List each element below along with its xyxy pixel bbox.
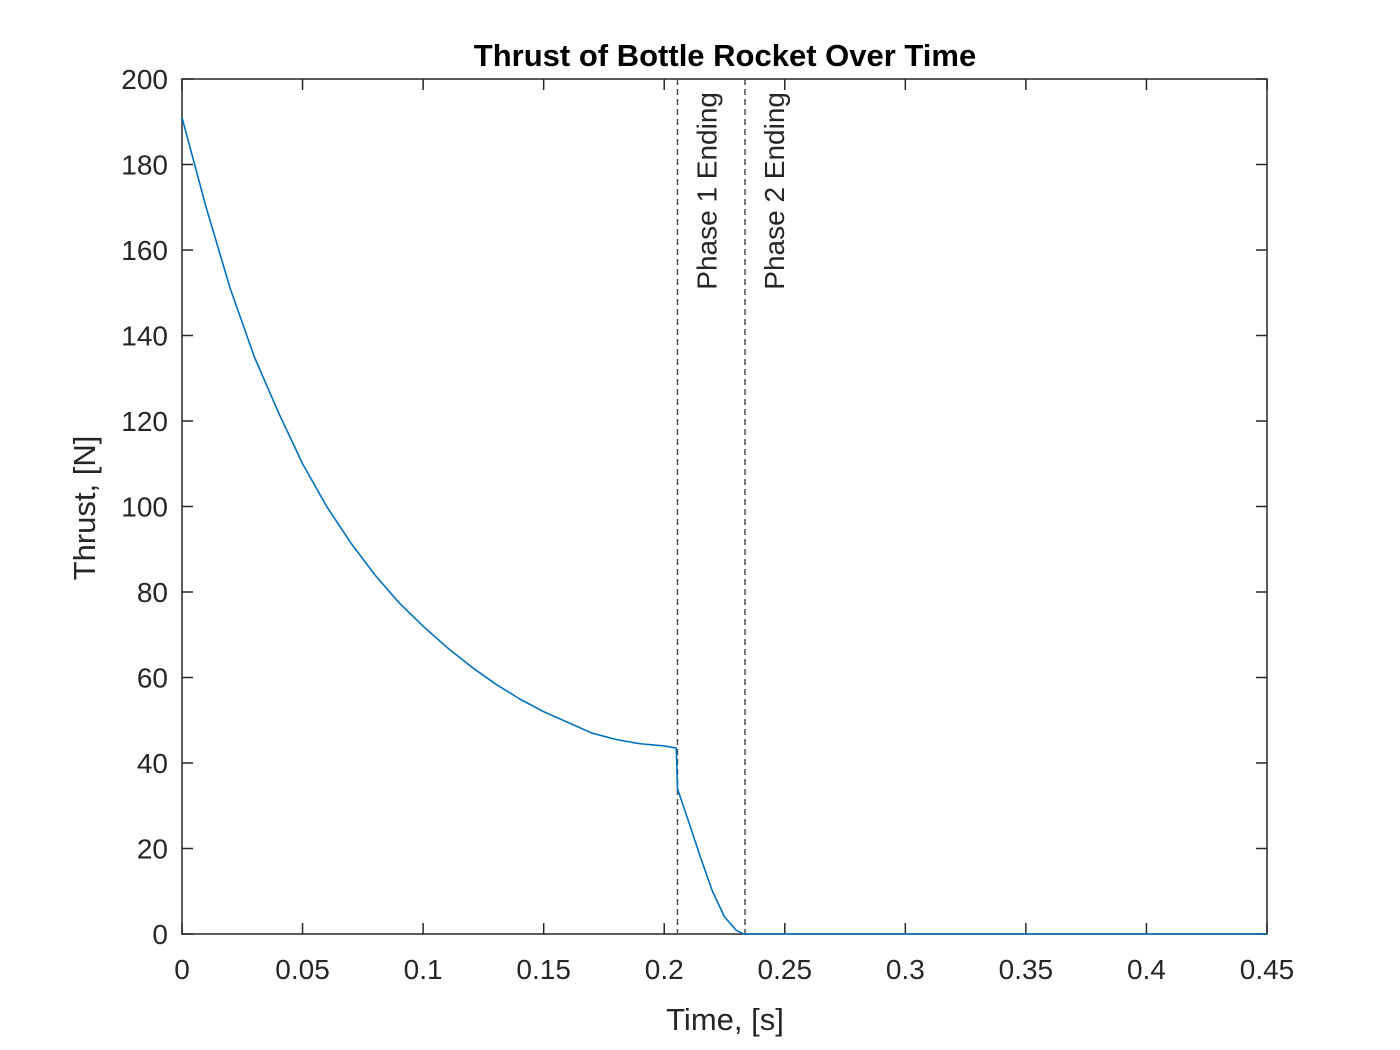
y-tick-label: 0	[152, 919, 168, 950]
y-tick-label: 80	[137, 577, 168, 608]
y-tick-label: 60	[137, 663, 168, 694]
y-tick-label: 160	[121, 235, 168, 266]
x-tick-label: 0.1	[404, 954, 443, 985]
x-tick-label: 0	[174, 954, 190, 985]
y-tick-label: 180	[121, 150, 168, 181]
x-tick-label: 0.2	[645, 954, 684, 985]
y-tick-label: 200	[121, 64, 168, 95]
x-axis-label: Time, [s]	[666, 1002, 784, 1037]
y-axis-label: Thrust, [N]	[67, 436, 102, 581]
y-tick-label: 20	[137, 834, 168, 865]
x-tick-label: 0.05	[275, 954, 330, 985]
x-tick-label: 0.4	[1127, 954, 1166, 985]
x-tick-label: 0.15	[516, 954, 571, 985]
y-tick-label: 100	[121, 492, 168, 523]
y-tick-label: 120	[121, 406, 168, 437]
chart-title: Thrust of Bottle Rocket Over Time	[474, 38, 976, 73]
phase-2-ending-label: Phase 2 Ending	[759, 92, 790, 290]
x-tick-label: 0.35	[999, 954, 1054, 985]
plot-area: 0 0.05 0.1 0.15 0.2 0.25 0.3 0.35 0.4 0.45 0 20 40 60…	[121, 64, 1294, 985]
y-tick-label: 40	[137, 748, 168, 779]
x-tick-label: 0.3	[886, 954, 925, 985]
phase-1-ending-label: Phase 1 Ending	[691, 92, 722, 290]
y-tick-label: 140	[121, 321, 168, 352]
thrust-series-line	[181, 117, 1267, 935]
x-tick-label: 0.25	[758, 954, 813, 985]
x-tick-label: 0.45	[1240, 954, 1295, 985]
